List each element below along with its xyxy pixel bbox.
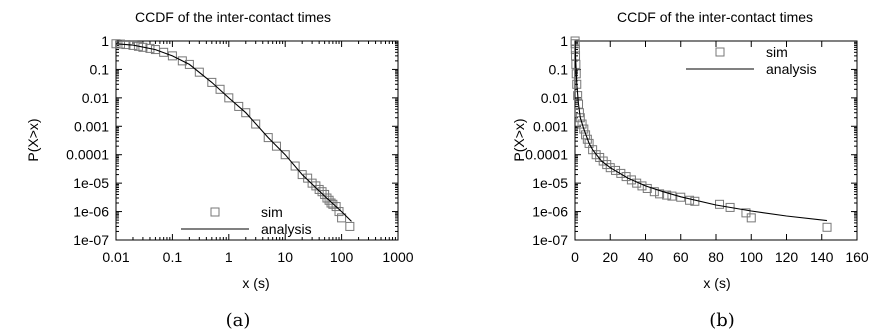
chart-b: CCDF of the inter-contact times P(X>x) x… [511,9,869,331]
chart-a-y-tick-label: 1e-06 [73,204,109,220]
chart-a-sim-point [337,213,347,223]
chart-a-x-tick-label: 1 [225,249,233,265]
chart-a-y-tick-label: 1 [101,33,109,49]
chart-b-sim-point [605,163,615,173]
chart-b-y-tick-label: 1e-07 [532,232,568,248]
chart-b-sim-point [662,190,672,200]
chart-b-sim-point [642,183,652,193]
chart-a-sim-point [314,184,324,194]
chart-a-x-tick-label: 0.01 [102,249,129,265]
chart-a-sim-point [271,141,281,151]
chart-a-sim-point [215,84,225,94]
chart-b-title: CCDF of the inter-contact times [617,9,813,25]
chart-b-x-tick-label: 0 [571,249,579,265]
chart-a-sim-point [345,221,355,231]
chart-a-x-tick-label: 1000 [382,249,413,265]
chart-a-sim-point [280,150,290,160]
chart-b-y-tick-label: 0.01 [541,90,568,106]
chart-a-sim-point [234,101,244,111]
chart-a-sim-point [334,207,344,217]
chart-b-x-tick-label: 100 [740,249,764,265]
chart-b-sim-point [715,199,725,209]
chart-b-legend-label-analysis: analysis [766,61,817,77]
chart-a-y-axis-label: P(X>x) [25,118,41,161]
chart-b-x-tick-label: 120 [775,249,799,265]
chart-a-sim-point [207,77,217,87]
chart-a-sim-point [224,93,234,103]
chart-b-sim-point [649,187,659,197]
chart-b-x-tick-label: 60 [673,249,689,265]
chart-a-legend-square-sample [210,207,220,217]
chart-b-x-tick-label: 20 [602,249,618,265]
chart-a-y-tick-label: 0.1 [90,61,110,77]
chart-a-y-tick-label: 1e-07 [73,232,109,248]
chart-a-sim-point [331,202,341,212]
chart-a-y-tick-label: 0.001 [74,118,109,134]
caption-b: (b) [709,310,735,331]
chart-a-x-axis-label: x (s) [242,275,269,291]
chart-b-sim-point [655,189,665,199]
chart-a-sim-point [194,67,204,77]
chart-b-y-tick-label: 1e-06 [532,204,568,220]
chart-a-sim-point [290,161,300,171]
chart-a-sim-point [138,42,148,52]
chart-b-y-axis-label: P(X>x) [511,118,527,161]
chart-a-y-tick-label: 0.0001 [66,147,109,163]
chart-a-sim-point [251,119,261,129]
chart-a-y-tick-label: 0.01 [82,90,109,106]
chart-b-sim-point [626,175,636,185]
chart-b-sim-point [579,124,589,134]
chart-a-sim-point [184,59,194,69]
chart-b-sim-point [611,165,621,175]
chart-b-x-tick-label: 140 [810,249,834,265]
chart-a: CCDF of the inter-contact times P(X>x) x… [25,9,414,331]
chart-b-y-tick-label: 1 [560,33,568,49]
chart-b-sim-point [667,191,677,201]
chart-b-legend-label-sim: sim [766,44,788,60]
chart-b-sim-point [741,208,751,218]
chart-a-y-tick-label: 1e-05 [73,175,109,191]
chart-b-x-axis-label: x (s) [703,275,730,291]
chart-a-sim-point [263,133,273,143]
chart-b-y-tick-label: 0.001 [533,118,568,134]
caption-a: (a) [226,310,251,331]
chart-a-sim-point [328,199,338,209]
chart-a-x-tick-label: 10 [277,249,293,265]
chart-b-x-tick-label: 40 [638,249,654,265]
chart-a-sim-point [145,43,155,53]
chart-b-x-tick-label: 80 [708,249,724,265]
chart-b-y-tick-label: 0.1 [549,61,569,77]
chart-b-legend-square-sample [715,47,725,57]
chart-b-y-tick-label: 1e-05 [532,175,568,191]
chart-a-sim-point [317,187,327,197]
chart-b-sim-point [746,213,756,223]
chart-b-sim-point [725,202,735,212]
chart-a-sim-point [167,51,177,61]
chart-b-sim-point [577,119,587,129]
chart-b-sim-point [632,178,642,188]
chart-a-title: CCDF of the inter-contact times [135,9,331,25]
chart-b-sim-point [621,172,631,182]
chart-b-analysis-line [575,41,828,222]
chart-b-x-tick-label: 160 [845,249,869,265]
chart-a-plot-frame [115,40,399,241]
chart-a-analysis-line [116,43,352,222]
chart-a-legend-label-sim: sim [261,204,283,220]
chart-a-sim-point [159,47,169,57]
chart-b-sim-point [616,168,626,178]
chart-a-x-tick-label: 100 [330,249,354,265]
chart-b-y-tick-label: 0.0001 [525,147,568,163]
chart-a-x-tick-label: 0.1 [163,249,183,265]
chart-b-sim-point [822,222,832,232]
chart-a-sim-point [241,108,251,118]
chart-a-legend-label-analysis: analysis [261,221,312,237]
